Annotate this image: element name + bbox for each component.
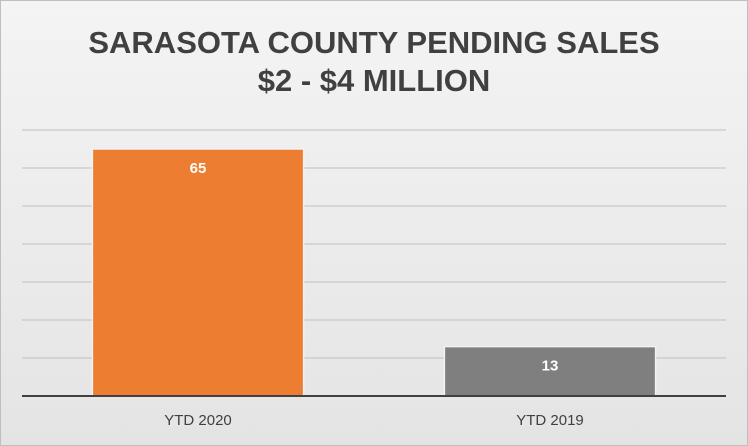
value-label: 13: [542, 358, 559, 375]
value-label: 65: [190, 160, 207, 177]
bar: [91, 148, 305, 397]
x-tick-label: YTD 2019: [516, 412, 584, 429]
chart-title: SARASOTA COUNTY PENDING SALES: [88, 25, 659, 60]
x-tick-label: YTD 2020: [164, 412, 232, 429]
chart-title: $2 - $4 MILLION: [258, 63, 491, 98]
